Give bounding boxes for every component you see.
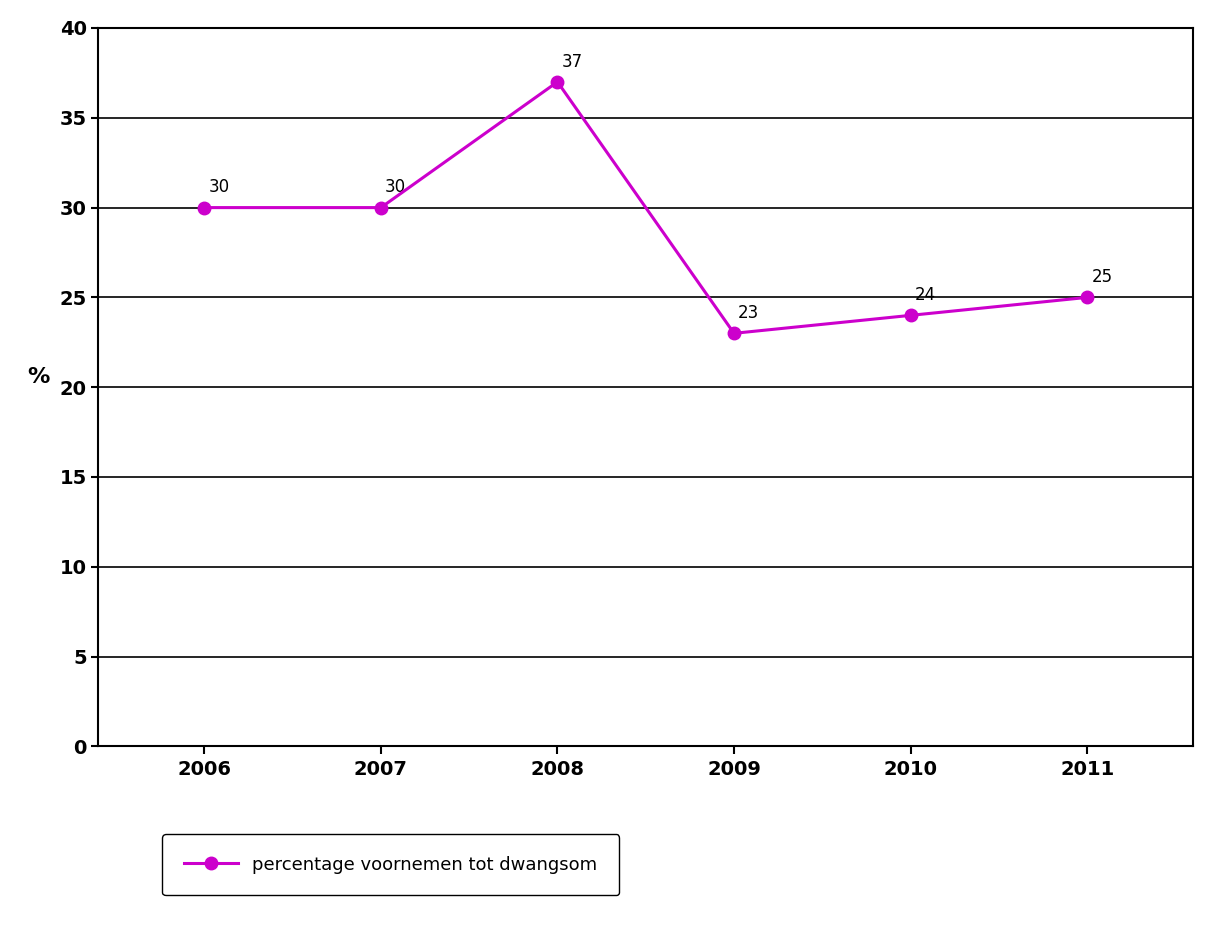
Text: 25: 25	[1091, 269, 1112, 286]
Legend: percentage voornemen tot dwangsom: percentage voornemen tot dwangsom	[162, 834, 619, 896]
Y-axis label: %: %	[27, 368, 49, 387]
Text: 37: 37	[562, 53, 583, 71]
Text: 24: 24	[915, 286, 936, 304]
Text: 23: 23	[738, 304, 759, 322]
Text: 30: 30	[385, 178, 406, 197]
Text: 30: 30	[209, 178, 230, 197]
